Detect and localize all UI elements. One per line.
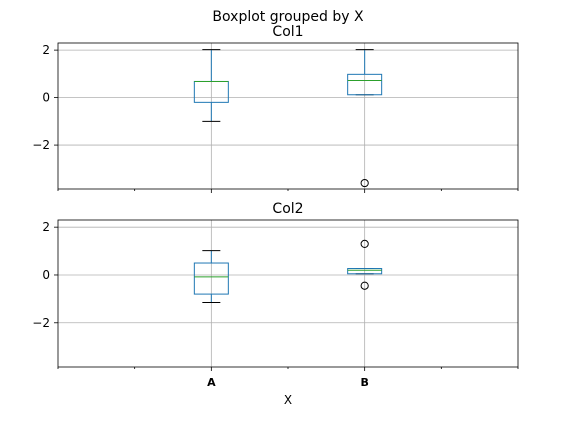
box-a: [193, 250, 229, 303]
subplot-panels: 2 0 −2 Col1 2 0 −2 Col2 A B: [32, 24, 519, 389]
y-tick-label: 0: [42, 91, 50, 105]
outlier-point: [360, 239, 369, 249]
x-tick-label: A: [207, 376, 216, 389]
box-iqr: [347, 268, 383, 275]
y-tick-label: −2: [32, 316, 50, 330]
axes-frame: [57, 219, 519, 368]
box-iqr: [347, 73, 383, 96]
axes-frame: [57, 42, 519, 190]
y-tick-label: 0: [42, 268, 50, 282]
box-b: [347, 49, 383, 188]
outlier-point: [360, 178, 369, 188]
box-b: [347, 239, 383, 290]
subplot-title: Col2: [272, 201, 303, 217]
subplot-col1: 2 0 −2 Col1: [32, 24, 519, 193]
y-tick-label: −2: [32, 138, 50, 152]
box-a: [193, 49, 229, 122]
subplot-col2: 2 0 −2 Col2 A B: [32, 201, 519, 389]
figure-suptitle: Boxplot grouped by X: [212, 9, 364, 25]
y-tick-label: 2: [42, 220, 50, 234]
y-tick-label: 2: [42, 43, 50, 57]
subplot-title: Col1: [272, 24, 303, 40]
box-iqr: [193, 262, 229, 295]
outlier-point: [360, 281, 369, 290]
x-tick-label: B: [360, 376, 368, 389]
x-axis-label: X: [284, 393, 292, 407]
